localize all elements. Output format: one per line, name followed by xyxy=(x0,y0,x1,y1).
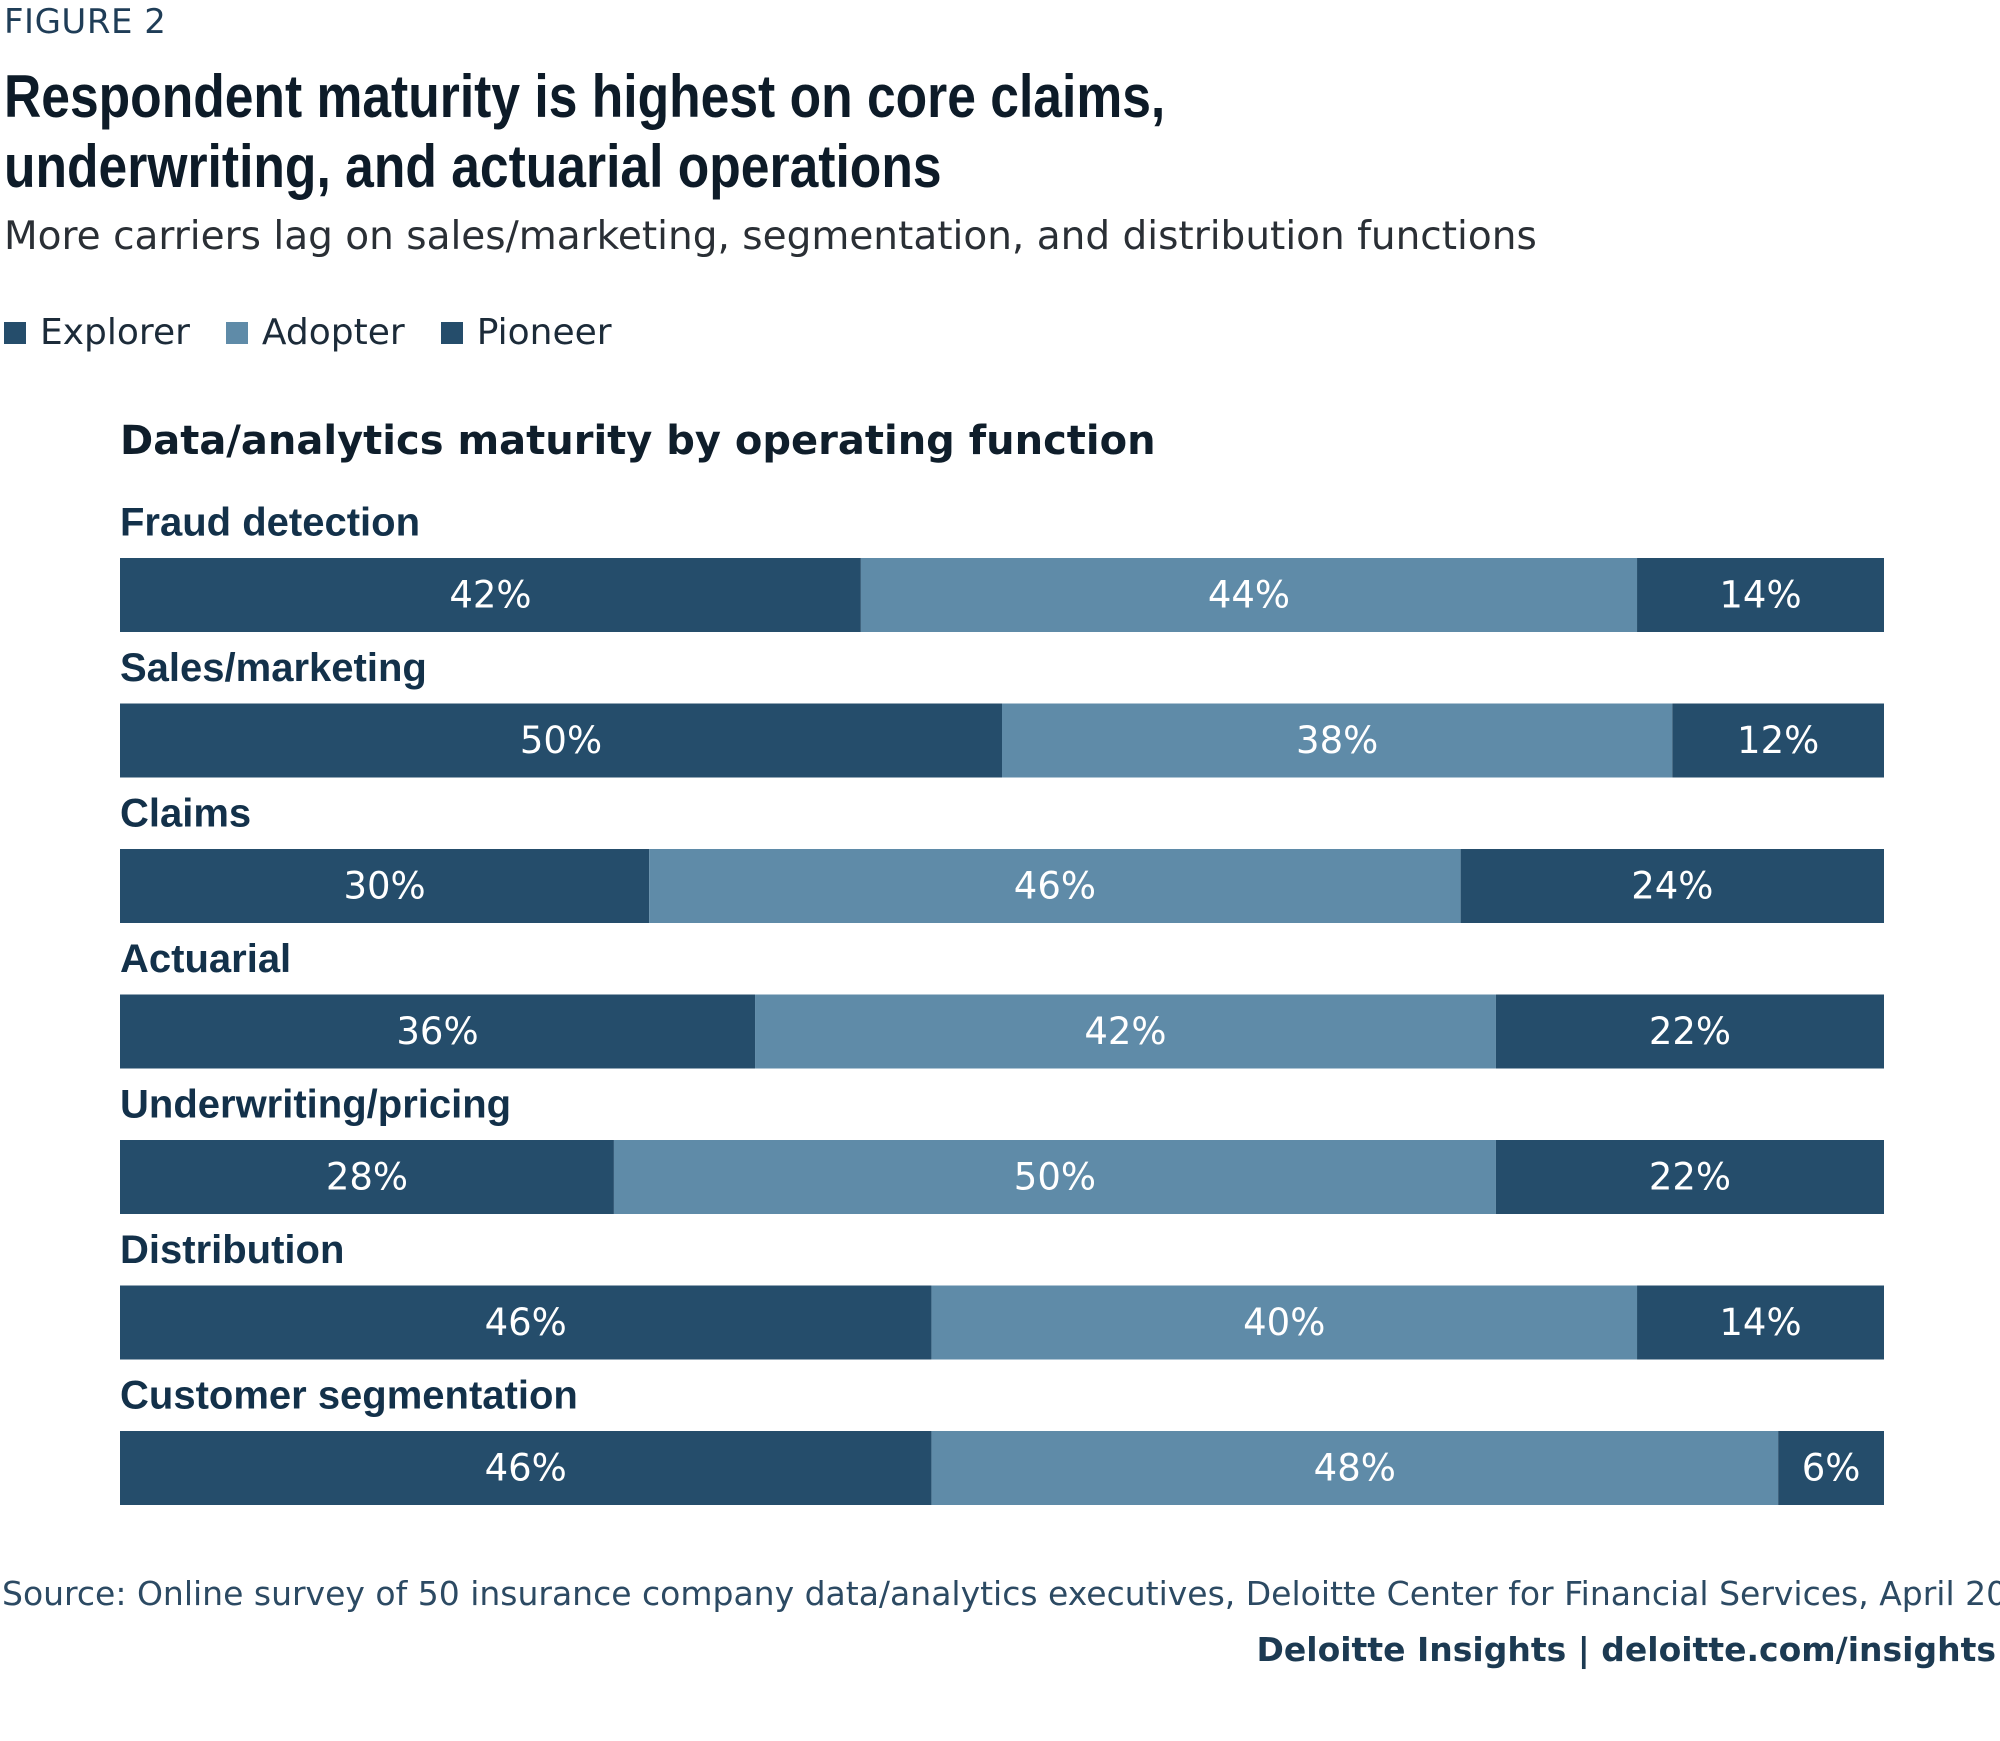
category-label-distribution: Distribution xyxy=(120,1228,344,1272)
bar-customer-segmentation-adopter xyxy=(931,1431,1779,1505)
data-label-sales-marketing-adopter: 38% xyxy=(1296,719,1378,762)
bar-actuarial-adopter xyxy=(755,994,1496,1069)
bar-customer-segmentation-pioneer xyxy=(1778,1431,1884,1505)
category-label-fraud-detection: Fraud detection xyxy=(120,501,420,545)
data-label-claims-explorer: 30% xyxy=(343,865,425,908)
data-label-distribution-adopter: 40% xyxy=(1243,1301,1325,1344)
legend-swatch-explorer xyxy=(4,321,26,344)
legend-label-adopter: Adopter xyxy=(261,312,405,353)
data-label-customer-segmentation-pioneer: 6% xyxy=(1802,1447,1861,1490)
data-label-sales-marketing-pioneer: 12% xyxy=(1737,719,1819,762)
bar-underwriting-pricing-explorer xyxy=(120,1140,614,1214)
bar-sales-marketing-adopter xyxy=(1002,703,1673,778)
source-note: Source: Online survey of 50 insurance co… xyxy=(2,1574,2000,1613)
category-label-underwriting-pricing: Underwriting/pricing xyxy=(120,1083,511,1127)
data-label-fraud-detection-adopter: 44% xyxy=(1208,574,1290,617)
legend-label-pioneer: Pioneer xyxy=(476,312,612,353)
bar-actuarial-explorer xyxy=(120,994,756,1069)
data-label-underwriting-pricing-pioneer: 22% xyxy=(1649,1156,1731,1199)
category-label-actuarial: Actuarial xyxy=(120,937,291,981)
bar-sales-marketing-pioneer xyxy=(1672,703,1884,778)
chart-subheadline: More carriers lag on sales/marketing, se… xyxy=(4,214,1537,259)
bar-underwriting-pricing-adopter xyxy=(613,1140,1496,1214)
data-label-underwriting-pricing-adopter: 50% xyxy=(1014,1156,1096,1199)
bar-fraud-detection-explorer xyxy=(120,558,861,632)
bar-underwriting-pricing-pioneer xyxy=(1495,1140,1884,1214)
brand-credit: Deloitte Insights | deloitte.com/insight… xyxy=(1256,1630,1996,1669)
bar-claims-pioneer xyxy=(1460,849,1884,923)
data-label-customer-segmentation-explorer: 46% xyxy=(485,1447,567,1490)
data-label-actuarial-explorer: 36% xyxy=(396,1010,478,1053)
data-label-fraud-detection-pioneer: 14% xyxy=(1719,574,1801,617)
data-label-fraud-detection-explorer: 42% xyxy=(449,574,531,617)
bar-distribution-pioneer xyxy=(1637,1285,1884,1360)
bar-fraud-detection-pioneer xyxy=(1637,558,1884,632)
bar-claims-explorer xyxy=(120,849,650,923)
category-label-customer-segmentation: Customer segmentation xyxy=(120,1374,578,1418)
bar-fraud-detection-adopter xyxy=(860,558,1638,632)
chart-headline: Respondent maturity is highest on core c… xyxy=(4,63,1166,200)
data-label-distribution-pioneer: 14% xyxy=(1719,1301,1801,1344)
data-label-sales-marketing-explorer: 50% xyxy=(520,719,602,762)
data-label-customer-segmentation-adopter: 48% xyxy=(1314,1447,1396,1490)
bar-customer-segmentation-explorer xyxy=(120,1431,932,1505)
category-label-sales-marketing: Sales/marketing xyxy=(120,646,427,690)
bar-sales-marketing-explorer xyxy=(120,703,1002,778)
legend: Explorer Adopter Pioneer xyxy=(4,312,648,353)
legend-item-pioneer: Pioneer xyxy=(440,312,612,353)
legend-item-adopter: Adopter xyxy=(225,312,405,353)
chart-title: Data/analytics maturity by operating fun… xyxy=(120,418,1156,464)
bar-distribution-adopter xyxy=(931,1285,1638,1360)
figure-label: FIGURE 2 xyxy=(4,2,167,42)
bar-distribution-explorer xyxy=(120,1285,932,1360)
data-label-claims-adopter: 46% xyxy=(1014,865,1096,908)
data-label-actuarial-pioneer: 22% xyxy=(1649,1010,1731,1053)
category-label-claims: Claims xyxy=(120,792,251,836)
legend-swatch-adopter xyxy=(225,321,248,344)
bar-claims-adopter xyxy=(649,849,1461,923)
data-label-actuarial-adopter: 42% xyxy=(1084,1010,1166,1053)
data-label-distribution-explorer: 46% xyxy=(485,1301,567,1344)
legend-swatch-pioneer xyxy=(440,321,463,344)
data-label-claims-pioneer: 24% xyxy=(1631,865,1713,908)
legend-label-explorer: Explorer xyxy=(40,312,190,353)
data-label-underwriting-pricing-explorer: 28% xyxy=(326,1156,408,1199)
legend-item-explorer: Explorer xyxy=(4,312,190,353)
bar-actuarial-pioneer xyxy=(1495,994,1884,1069)
